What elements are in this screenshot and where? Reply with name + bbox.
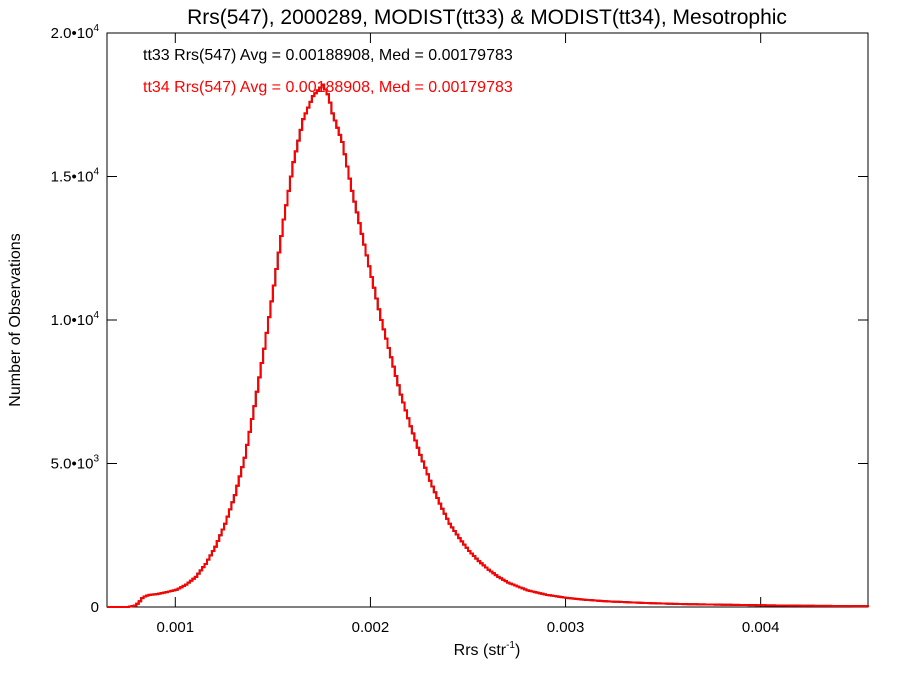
y-tick-exponent: 4 [93, 310, 99, 321]
chart-title: Rrs(547), 2000289, MODIST(tt33) & MODIST… [187, 6, 787, 29]
x-tick-label: 0.002 [352, 619, 390, 636]
x-axis-label: Rrs (str-1) [454, 640, 521, 659]
y-tick-exponent: 3 [93, 454, 99, 465]
x-tick-label: 0.003 [547, 619, 585, 636]
y-tick-label: 2.0•104 [51, 23, 100, 42]
y-tick-exponent: 4 [93, 23, 99, 34]
y-tick-label: 1.5•104 [51, 167, 100, 186]
y-tick-label: 0 [91, 599, 99, 616]
annotation-tt34: tt34 Rrs(547) Avg = 0.00188908, Med = 0.… [143, 79, 513, 96]
x-axis: 0.001 0.002 0.003 0.004 [157, 33, 780, 636]
x-tick-label: 0.001 [157, 619, 195, 636]
series-tt34 [107, 83, 869, 608]
x-axis-label-suffix: ) [515, 642, 520, 659]
y-axis-label: Number of Observations [7, 233, 24, 406]
x-axis-label-exponent: -1 [506, 640, 515, 651]
y-tick-exponent: 4 [93, 167, 99, 178]
series-layer [107, 83, 869, 608]
x-axis-label-text: Rrs (str [454, 642, 507, 659]
y-tick-label: 5.0•103 [51, 454, 100, 473]
y-tick-label: 1.0•104 [51, 310, 100, 329]
annotation-tt33: tt33 Rrs(547) Avg = 0.00188908, Med = 0.… [143, 47, 513, 64]
plot-frame [106, 32, 869, 608]
x-tick-label: 0.004 [742, 619, 780, 636]
y-axis: 0 5.0•103 1.0•104 1.5•104 2.0•104 [51, 23, 868, 616]
